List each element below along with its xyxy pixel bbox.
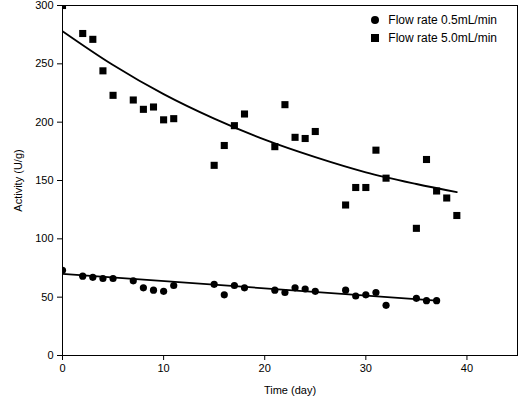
svg-text:30: 30 xyxy=(360,362,372,374)
svg-text:50: 50 xyxy=(41,291,53,303)
svg-text:300: 300 xyxy=(35,0,53,11)
svg-text:250: 250 xyxy=(35,57,53,69)
svg-text:0: 0 xyxy=(47,349,53,361)
html-text:Flow rate 0.5mL/min: Flow rate 0.5mL/min xyxy=(388,13,497,27)
svg-text:200: 200 xyxy=(35,116,53,128)
svg-text:40: 40 xyxy=(461,362,473,374)
svg-text:100: 100 xyxy=(35,232,53,244)
svg-text:Time (day): Time (day) xyxy=(264,384,316,396)
svg-text:Activity (U/g): Activity (U/g) xyxy=(12,149,24,211)
svg-text:10: 10 xyxy=(157,362,169,374)
html-text:Flow rate 5.0mL/min: Flow rate 5.0mL/min xyxy=(388,31,497,45)
svg-text:20: 20 xyxy=(259,362,271,374)
svg-text:150: 150 xyxy=(35,174,53,186)
svg-text:0: 0 xyxy=(59,362,65,374)
